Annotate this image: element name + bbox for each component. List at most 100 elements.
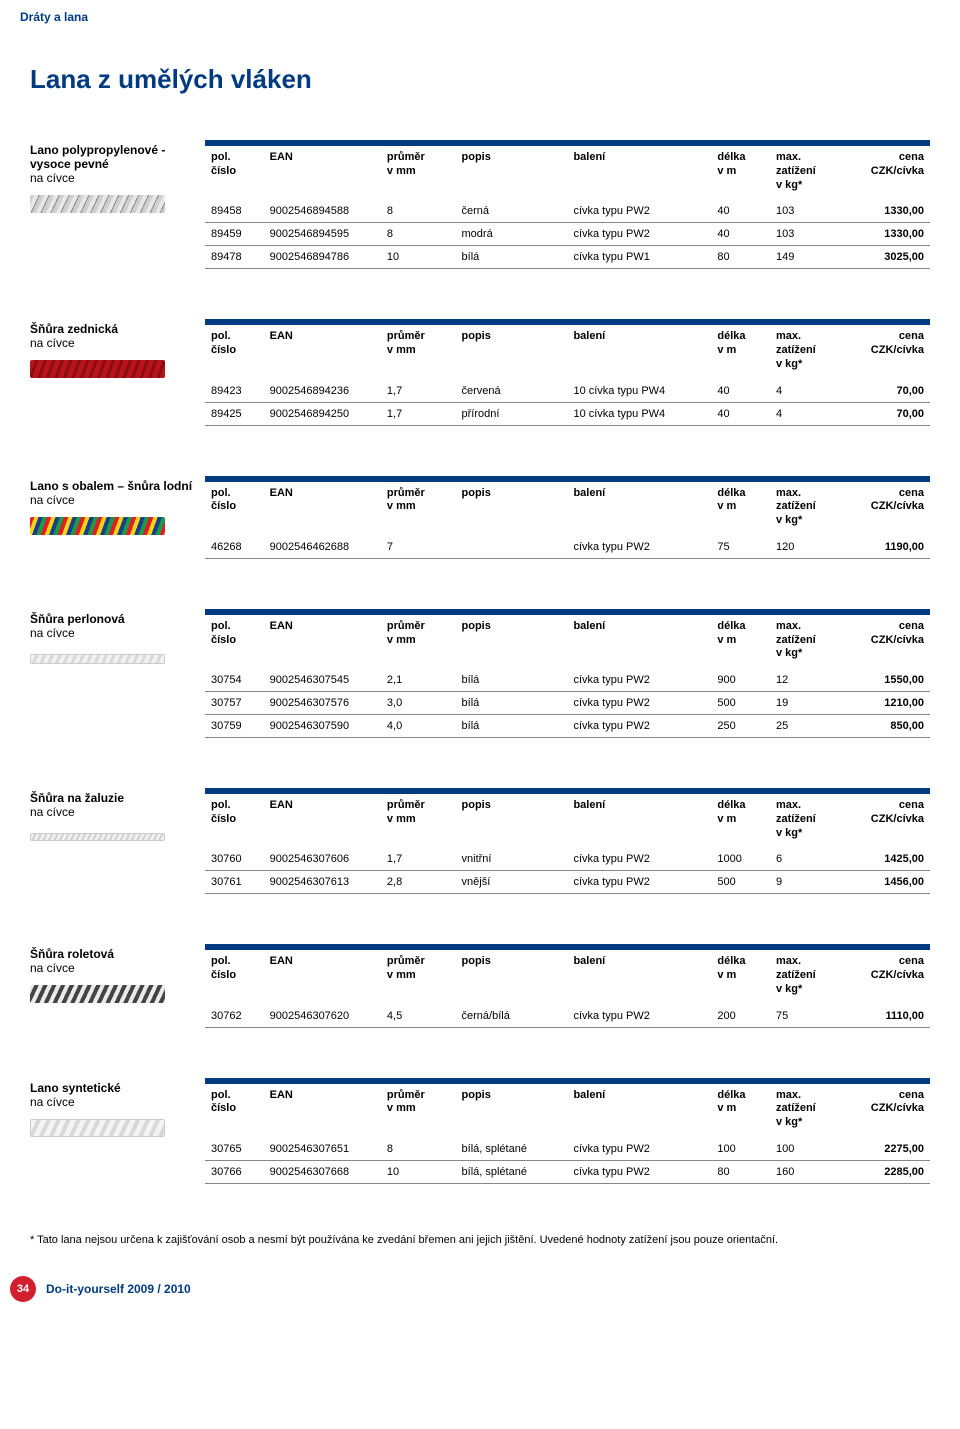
column-header: popis [456,796,568,848]
column-header: cenaCZK/cívka [839,484,930,536]
column-header: pol.číslo [205,484,264,536]
rope-thumbnail [30,360,165,378]
table-cell: 9002546307590 [264,715,381,738]
table-row: 4626890025464626887cívka typu PW27512011… [205,536,930,559]
table-cell: 200 [711,1005,770,1028]
table-cell: 9002546307620 [264,1005,381,1028]
table-cell: 6 [770,848,839,871]
table-cell: 89478 [205,246,264,269]
table-cell: 9002546894595 [264,223,381,246]
table-cell: 4 [770,402,839,425]
column-header: max.zatíženív kg* [770,1086,839,1138]
column-header: délkav m [711,148,770,200]
table-row: 30766900254630766810bílá, splétanécívka … [205,1160,930,1183]
table-cell: 9 [770,871,839,894]
table-cell: cívka typu PW1 [567,246,711,269]
column-header: popis [456,952,568,1004]
divider-bar [205,1078,930,1084]
column-header: průměrv mm [381,617,456,669]
product-table: pol.čísloEANprůměrv mmpopisbalenídélkav … [205,327,930,425]
column-header: pol.číslo [205,617,264,669]
table-cell: 9002546894236 [264,380,381,403]
table-cell: 2,8 [381,871,456,894]
table-cell: cívka typu PW2 [567,1138,711,1161]
column-header: průměrv mm [381,796,456,848]
table-cell: 9002546307651 [264,1138,381,1161]
table-cell: 1210,00 [839,692,930,715]
table-cell: 9002546307668 [264,1160,381,1183]
table-cell: 1,7 [381,380,456,403]
column-header: délkav m [711,617,770,669]
table-cell: 3,0 [381,692,456,715]
table-cell: cívka typu PW2 [567,1005,711,1028]
table-cell: černá [456,200,568,223]
table-cell: 25 [770,715,839,738]
page-number: 34 [10,1276,36,1302]
rope-thumbnail [30,517,165,535]
table-cell: bílá [456,692,568,715]
column-header: průměrv mm [381,1086,456,1138]
table-cell: 100 [770,1138,839,1161]
table-cell: cívka typu PW2 [567,669,711,692]
rope-thumbnail [30,833,165,841]
table-cell [456,536,568,559]
table-cell: 30754 [205,669,264,692]
column-header: EAN [264,484,381,536]
column-header: popis [456,617,568,669]
table-cell: 160 [770,1160,839,1183]
column-header: průměrv mm [381,148,456,200]
table-cell: 1330,00 [839,223,930,246]
section-label: Šňůra roletována cívce [30,944,205,1003]
product-section: Šňůra zednickána cívcepol.čísloEANprůměr… [30,319,930,425]
section-label-line: na cívce [30,493,205,507]
table-cell: cívka typu PW2 [567,692,711,715]
column-header: max.zatíženív kg* [770,148,839,200]
section-label-line: Lano syntetické [30,1081,205,1095]
column-header: EAN [264,796,381,848]
table-cell: 7 [381,536,456,559]
table-cell: přírodní [456,402,568,425]
table-row: 89478900254689478610bílácívka typu PW180… [205,246,930,269]
table-cell: 89458 [205,200,264,223]
rope-thumbnail [30,195,165,213]
top-category: Dráty a lana [20,10,930,24]
product-section: Lano s obalem – šnůra lodnína cívcepol.č… [30,476,930,559]
footer-text: Do-it-yourself 2009 / 2010 [46,1282,191,1296]
table-cell: 9002546894786 [264,246,381,269]
table-cell: 1550,00 [839,669,930,692]
product-section: Šňůra na žaluziena cívcepol.čísloEANprům… [30,788,930,894]
table-cell: bílá [456,669,568,692]
table-row: 3076290025463076204,5černá/bílácívka typ… [205,1005,930,1028]
column-header: popis [456,484,568,536]
column-header: pol.číslo [205,148,264,200]
column-header: délkav m [711,796,770,848]
table-cell: červená [456,380,568,403]
table-cell: 9002546894250 [264,402,381,425]
column-header: max.zatíženív kg* [770,952,839,1004]
column-header: cenaCZK/cívka [839,952,930,1004]
product-table: pol.čísloEANprůměrv mmpopisbalenídélkav … [205,952,930,1027]
table-cell: černá/bílá [456,1005,568,1028]
column-header: balení [567,952,711,1004]
column-header: balení [567,796,711,848]
column-header: balení [567,148,711,200]
column-header: cenaCZK/cívka [839,1086,930,1138]
table-cell: 1425,00 [839,848,930,871]
table-cell: 30766 [205,1160,264,1183]
column-header: pol.číslo [205,796,264,848]
table-cell: 30765 [205,1138,264,1161]
page-title: Lana z umělých vláken [30,64,930,95]
section-label: Lano s obalem – šnůra lodnína cívce [30,476,205,535]
column-header: EAN [264,617,381,669]
table-row: 3076590025463076518bílá, splétanécívka t… [205,1138,930,1161]
column-header: délkav m [711,327,770,379]
footer: 34 Do-it-yourself 2009 / 2010 [10,1276,930,1302]
table-cell: 80 [711,1160,770,1183]
rope-thumbnail [30,1119,165,1137]
table-cell: 1330,00 [839,200,930,223]
product-section: Lano syntetickéna cívcepol.čísloEANprůmě… [30,1078,930,1184]
rope-thumbnail [30,654,165,664]
table-cell: 89425 [205,402,264,425]
table-cell: 46268 [205,536,264,559]
table-cell: 149 [770,246,839,269]
